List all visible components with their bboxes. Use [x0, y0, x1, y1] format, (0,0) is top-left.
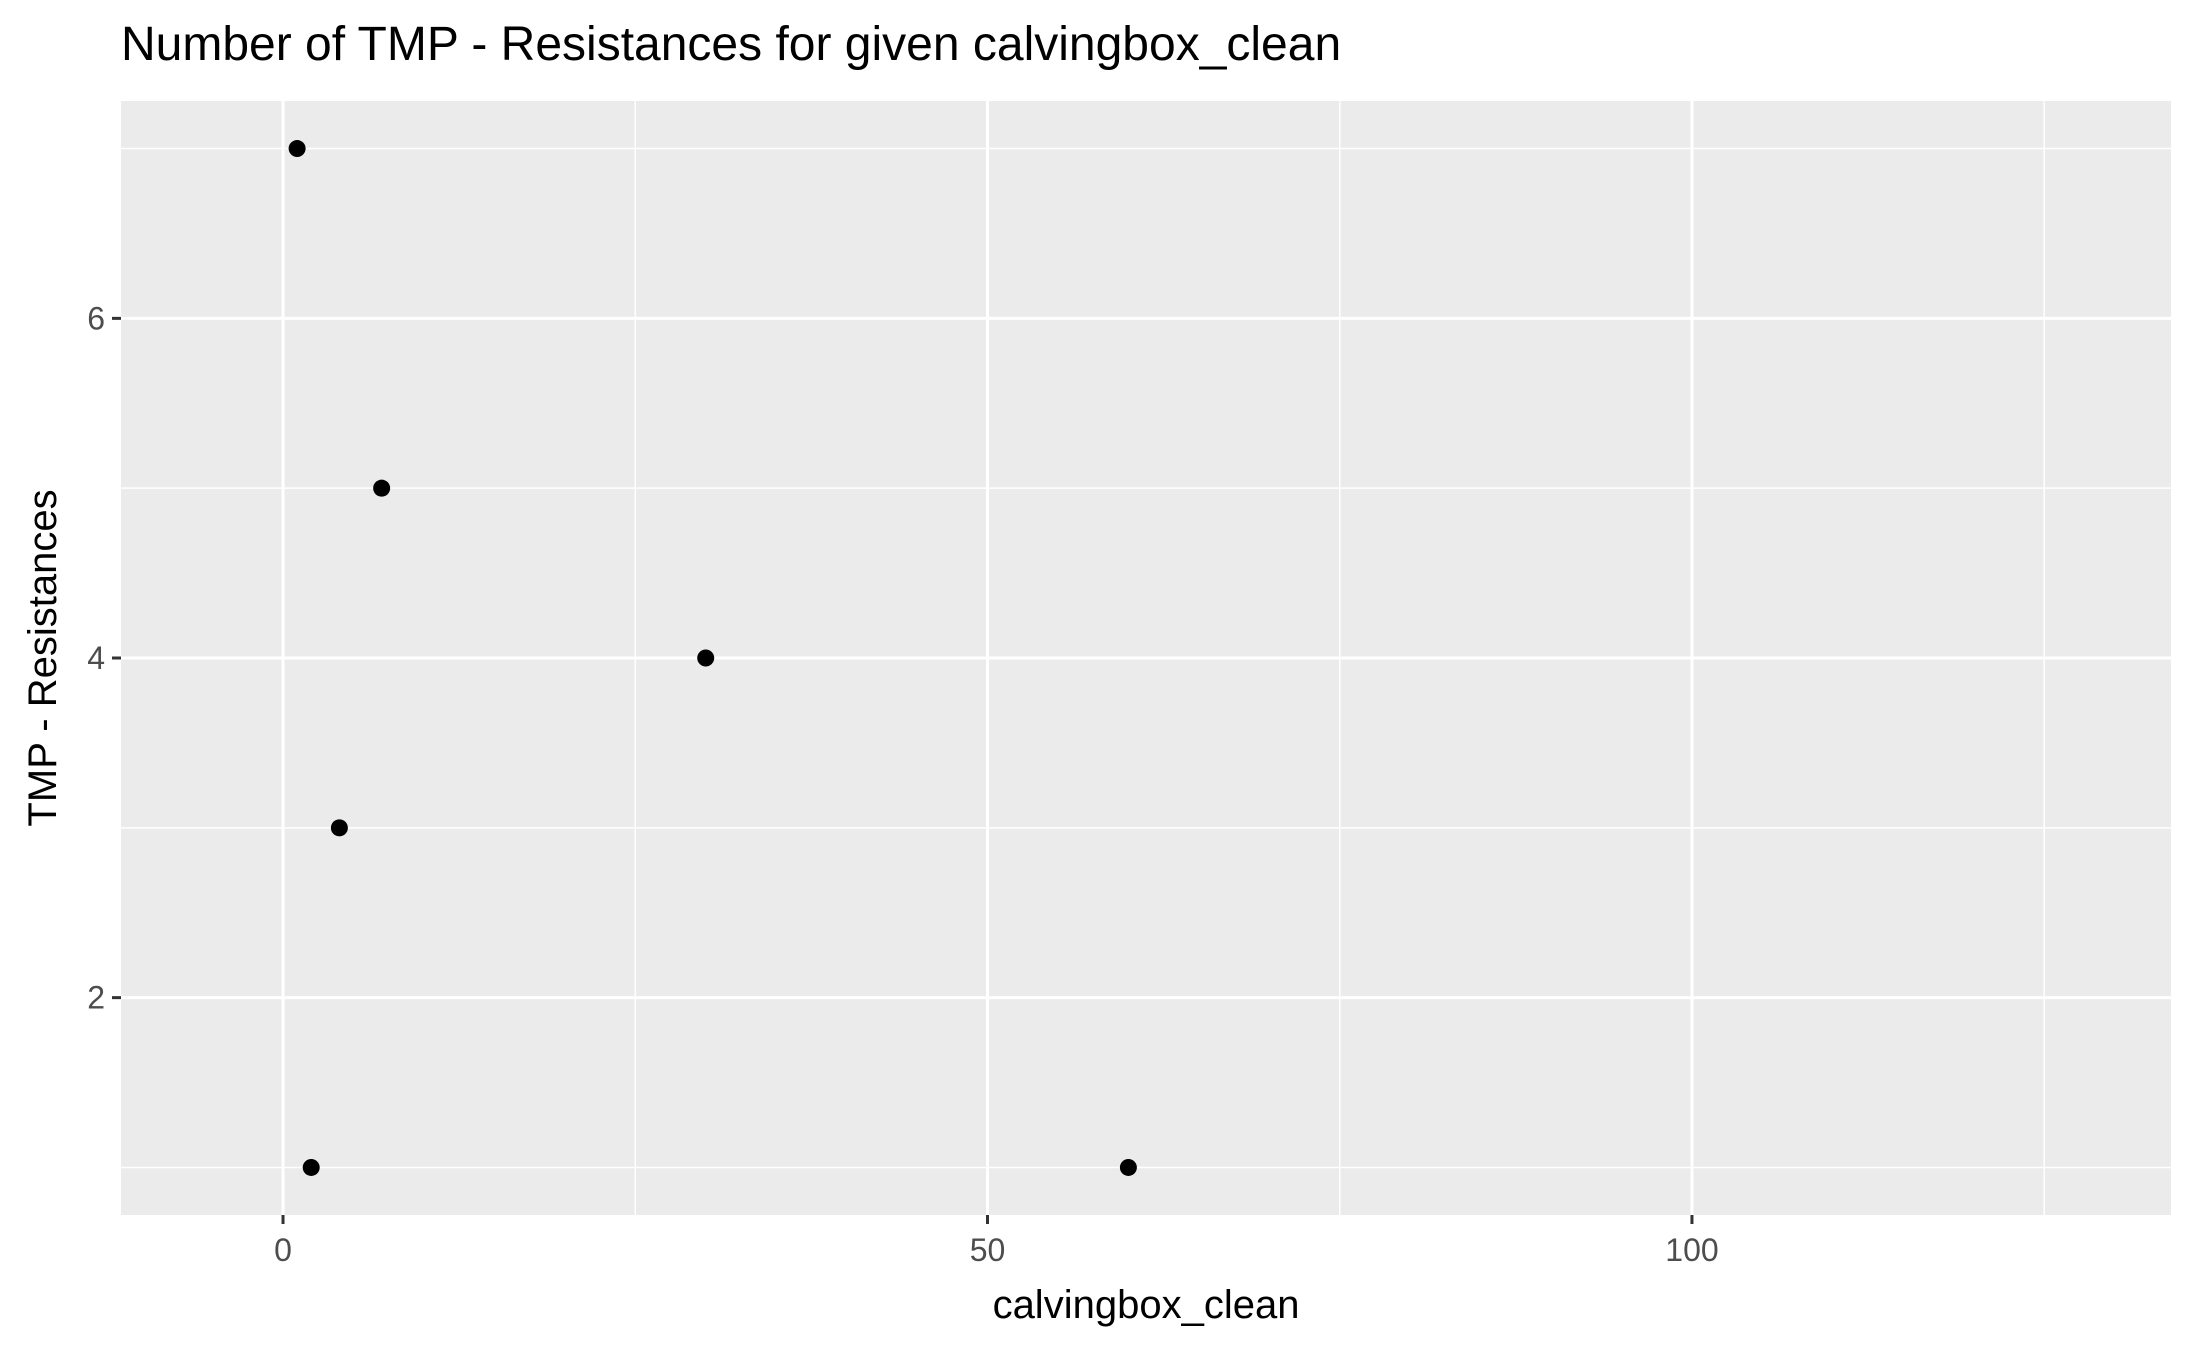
x-axis-label: calvingbox_clean	[993, 1283, 1300, 1327]
chart-title: Number of TMP - Resistances for given ca…	[121, 18, 1341, 71]
y-tick-label: 6	[87, 300, 105, 336]
data-point	[302, 1158, 320, 1176]
data-point	[330, 819, 348, 837]
y-tick-label: 4	[87, 640, 105, 676]
data-point	[697, 649, 715, 667]
data-point	[373, 479, 391, 497]
x-tick-label: 50	[970, 1232, 1006, 1268]
y-tick-label: 2	[87, 980, 105, 1016]
data-point	[1119, 1158, 1137, 1176]
x-axis: 0 50 100	[274, 1215, 1719, 1268]
y-axis-label: TMP - Resistances	[21, 489, 65, 826]
y-axis: 2 4 6	[87, 300, 121, 1016]
data-point	[288, 140, 306, 158]
x-tick-label: 0	[274, 1232, 292, 1268]
x-tick-label: 100	[1665, 1232, 1718, 1268]
major-grid	[121, 101, 2171, 1215]
data-points	[288, 140, 1137, 1176]
